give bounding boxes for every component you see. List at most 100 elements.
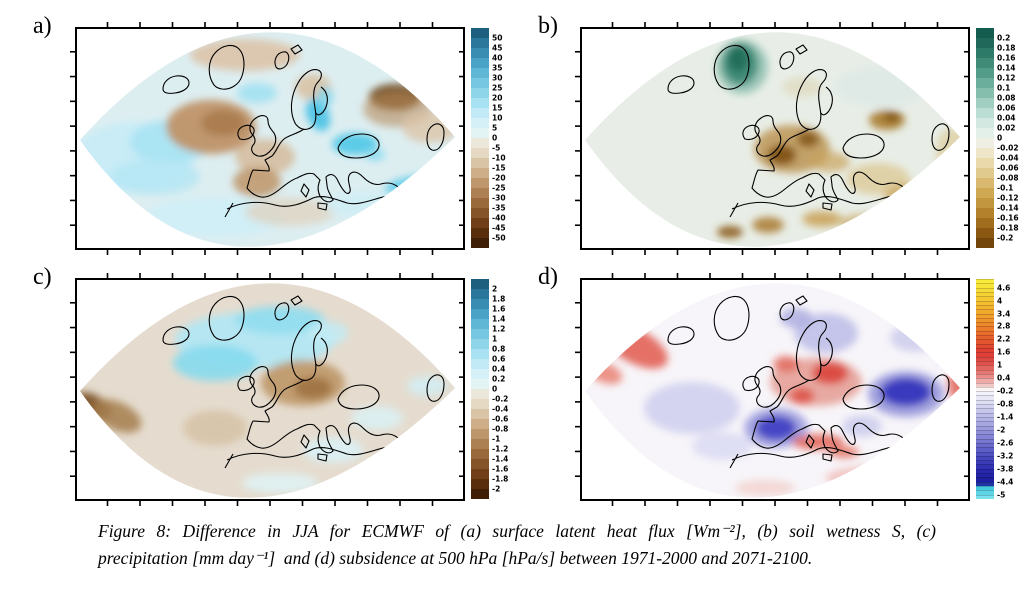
colorbar-tick-label: -2: [492, 484, 501, 494]
colorbar-tick-label: -0.12: [997, 193, 1019, 203]
colorbar-tick-label: -0.8: [997, 399, 1014, 409]
colorbar-segment: [471, 138, 489, 148]
colorbar-tick-label: -20: [492, 173, 506, 183]
colorbar-tick-label: -0.4: [492, 404, 509, 414]
colorbar-tick-label: 4: [997, 295, 1003, 305]
colorbar-segment: [976, 304, 994, 310]
colorbar-segment: [976, 330, 994, 336]
colorbar-segment: [976, 412, 994, 417]
colorbar-tick-label: -0.2: [492, 394, 509, 404]
colorbar-tick-label: -0.6: [492, 414, 509, 424]
colorbar-segment: [976, 490, 994, 495]
colorbar-tick-label: 1.2: [492, 324, 506, 334]
colorbar-segment: [976, 38, 994, 48]
colorbar-tick-label: 2.2: [997, 334, 1011, 344]
colorbar-tick-label: 0.16: [997, 53, 1016, 63]
colorbar-segment: [471, 399, 489, 409]
colorbar-segment: [976, 360, 994, 366]
panel-b-map: [575, 22, 970, 255]
colorbar-segment: [976, 429, 994, 435]
colorbar-segment: [976, 442, 994, 448]
panel-c-label: c): [33, 264, 52, 290]
colorbar-segment: [976, 378, 994, 383]
colorbar-segment: [471, 339, 489, 349]
colorbar-tick-label: -0.02: [997, 143, 1019, 153]
colorbar-segment: [471, 188, 489, 198]
colorbar-segment: [976, 283, 994, 288]
colorbar-segment: [471, 289, 489, 299]
colorbar-segment: [976, 198, 994, 208]
colorbar-tick-label: 0.14: [997, 63, 1016, 73]
colorbar-segment: [976, 404, 994, 409]
colorbar-tick-label: -40: [492, 213, 506, 223]
colorbar-segment: [976, 434, 994, 439]
colorbar-tick-label: 40: [492, 53, 503, 63]
colorbar-segment: [976, 438, 994, 443]
panel-a-label: a): [33, 13, 52, 39]
colorbar-tick-label: -50: [492, 233, 506, 243]
colorbar-segment: [976, 88, 994, 98]
colorbar-segment: [471, 38, 489, 48]
colorbar-tick-label: -0.16: [997, 213, 1019, 223]
colorbar-segment: [976, 455, 994, 461]
colorbar-segment: [471, 198, 489, 208]
colorbar-tick-label: 2.8: [997, 321, 1011, 331]
colorbar-segment: [471, 108, 489, 118]
colorbar-segment: [976, 356, 994, 361]
colorbar-tick-label: 15: [492, 103, 503, 113]
colorbar-segment: [976, 343, 994, 348]
colorbar-segment: [471, 389, 489, 399]
colorbar-segment: [976, 291, 994, 297]
colorbar-tick-label: 35: [492, 63, 503, 73]
colorbar-tick-label: -0.2: [997, 386, 1014, 396]
colorbar-tick-label: 30: [492, 73, 503, 83]
colorbar-segment: [976, 352, 994, 357]
colorbar-tick-label: 1.4: [492, 314, 506, 324]
colorbar-segment: [471, 489, 489, 499]
colorbar-segment: [471, 309, 489, 319]
colorbar-tick-label: 45: [492, 43, 503, 53]
colorbar-tick-label: -0.2: [997, 233, 1014, 243]
colorbar-tick-label: 0.2: [997, 33, 1011, 43]
colorbar-tick-label: 20: [492, 93, 503, 103]
colorbar-tick-label: 0: [492, 384, 498, 394]
colorbar-tick-label: 0.12: [997, 73, 1016, 83]
colorbar-tick-label: -10: [492, 153, 506, 163]
colorbar-tick-label: -3.8: [997, 464, 1014, 474]
colorbar-segment: [976, 296, 994, 301]
colorbar-segment: [471, 419, 489, 429]
colorbar-tick-label: 3.4: [997, 308, 1011, 318]
panel-d-label: d): [538, 264, 558, 290]
colorbar-tick-label: 0.1: [997, 83, 1011, 93]
colorbar-segment: [976, 425, 994, 430]
colorbar-segment: [976, 98, 994, 108]
panel-c-colorbar: 2 1.8 1.6 1.4 1.2 1 0.8 0.6 0.4 0.2 0 -0.2 -0.4 -0.6-…: [471, 279, 508, 499]
colorbar-segment: [976, 477, 994, 482]
colorbar-tick-label: 1: [492, 334, 498, 344]
colorbar-segment: [976, 369, 994, 374]
colorbar-tick-label: 2: [492, 284, 498, 294]
colorbar-segment: [976, 365, 994, 370]
colorbar-segment: [471, 329, 489, 339]
colorbar-segment: [976, 421, 994, 426]
colorbar-segment: [976, 168, 994, 178]
colorbar-segment: [471, 118, 489, 128]
panel-a-colorbar: 50 45 40 35 30 25 20 15 10 5 0 -5 -10 -15 -20 -25 -30 -35…: [471, 28, 506, 248]
colorbar-segment: [976, 373, 994, 379]
colorbar-tick-label: -0.8: [492, 424, 509, 434]
colorbar-segment: [471, 379, 489, 389]
colorbar-tick-label: 0.2: [492, 374, 506, 384]
panel-d-colorbar: 4.6 4 3.4 2.8 2.2 1.6 1 0.4 -0.2 -0.8 -1.4 -2 -2.6 -3…: [976, 279, 1013, 499]
colorbar-tick-label: 0.4: [997, 373, 1011, 383]
colorbar-segment: [471, 429, 489, 439]
colorbar-segment: [471, 208, 489, 218]
colorbar-tick-label: 1.6: [997, 347, 1011, 357]
caption-line-2: precipitation [mm day⁻¹] and (d) subside…: [98, 548, 813, 568]
colorbar-segment: [976, 486, 994, 491]
colorbar-segment: [976, 468, 994, 474]
colorbar-segment: [471, 158, 489, 168]
colorbar-segment: [471, 68, 489, 78]
colorbar-tick-label: -1.2: [492, 444, 509, 454]
colorbar-tick-label: -1.8: [492, 474, 509, 484]
panel-b-label: b): [538, 13, 558, 39]
